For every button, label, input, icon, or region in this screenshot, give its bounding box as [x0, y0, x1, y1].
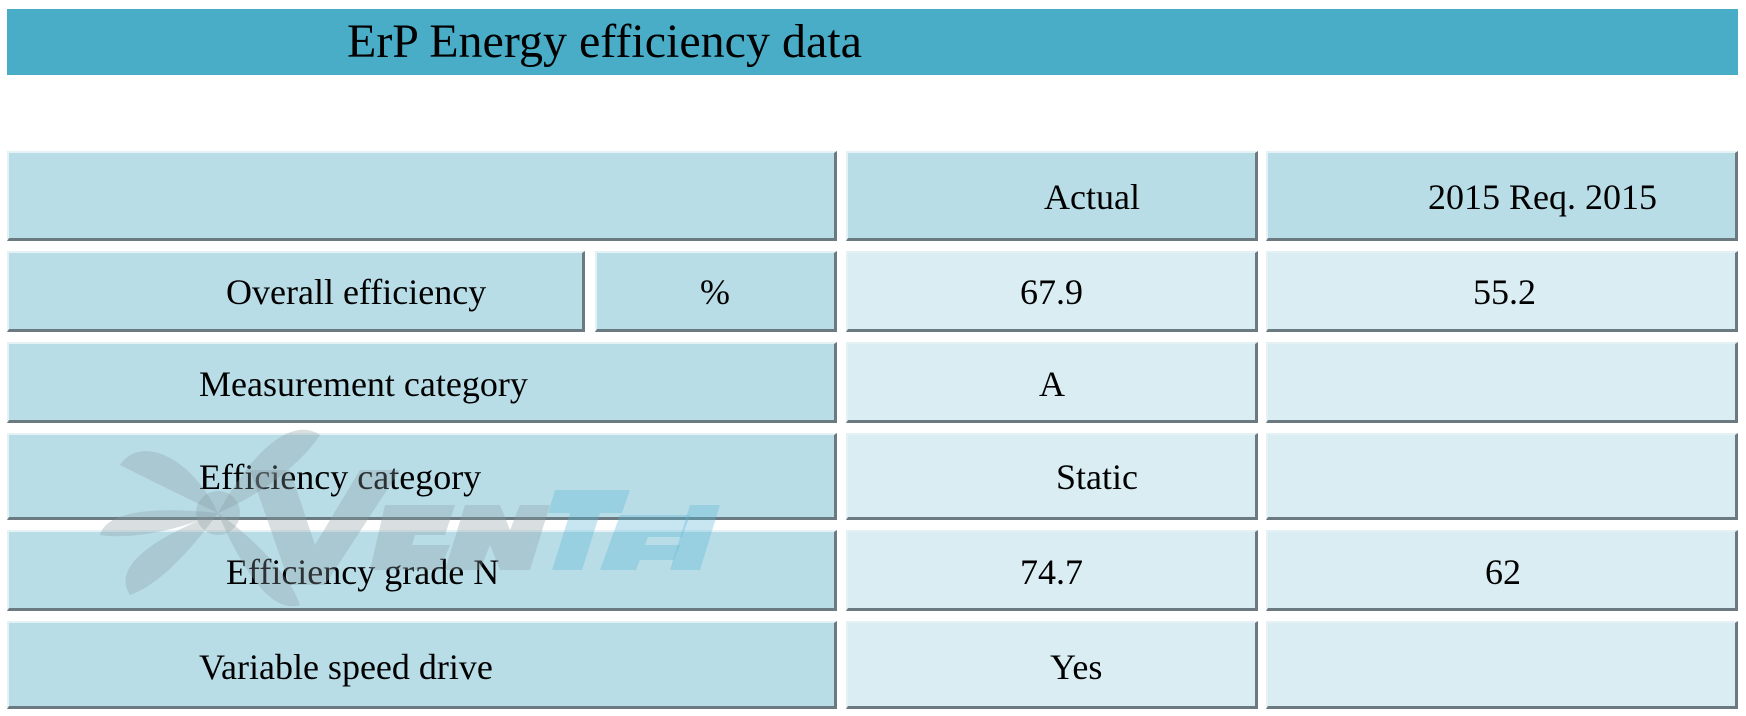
row-label-cell: Overall efficiency [7, 251, 585, 332]
row-actual-value: Static [1056, 457, 1138, 497]
row-actual-cell: 67.9 [846, 251, 1258, 332]
header-req-label: 2015 Req. 2015 [1428, 177, 1657, 217]
row-label: Efficiency grade N [226, 552, 500, 592]
row-actual-cell: Static [846, 433, 1258, 520]
row-req-cell [1266, 433, 1738, 520]
row-label: Efficiency category [199, 457, 482, 497]
row-label: Variable speed drive [199, 647, 493, 687]
row-label-cell: Efficiency category [7, 433, 837, 520]
header-actual-label: Actual [1044, 177, 1140, 217]
row-req-value: 55.2 [1473, 272, 1536, 312]
page-title: ErP Energy efficiency data [347, 15, 862, 68]
row-req-cell [1266, 621, 1738, 709]
header-blank-cell [7, 151, 837, 241]
row-label-cell: Efficiency grade N [7, 530, 837, 611]
row-actual-value: A [1039, 364, 1065, 404]
row-actual-cell: 74.7 [846, 530, 1258, 611]
row-actual-value: Yes [1050, 647, 1103, 687]
row-req-cell: 55.2 [1266, 251, 1738, 332]
row-actual-value: 67.9 [1020, 272, 1083, 312]
row-unit: % [700, 272, 730, 312]
row-actual-cell: A [846, 342, 1258, 423]
header-actual-cell: Actual [846, 151, 1258, 241]
row-unit-cell: % [595, 251, 837, 332]
row-actual-value: 74.7 [1020, 552, 1083, 592]
row-label: Measurement category [199, 364, 528, 404]
title-bar: ErP Energy efficiency data [7, 9, 1738, 75]
row-req-cell [1266, 342, 1738, 423]
row-actual-cell: Yes [846, 621, 1258, 709]
row-label-cell: Variable speed drive [7, 621, 837, 709]
row-req-cell: 62 [1266, 530, 1738, 611]
row-label: Overall efficiency [226, 272, 487, 312]
row-req-value: 62 [1485, 552, 1521, 592]
header-req-cell: 2015 Req. 2015 [1266, 151, 1738, 241]
row-label-cell: Measurement category [7, 342, 837, 423]
